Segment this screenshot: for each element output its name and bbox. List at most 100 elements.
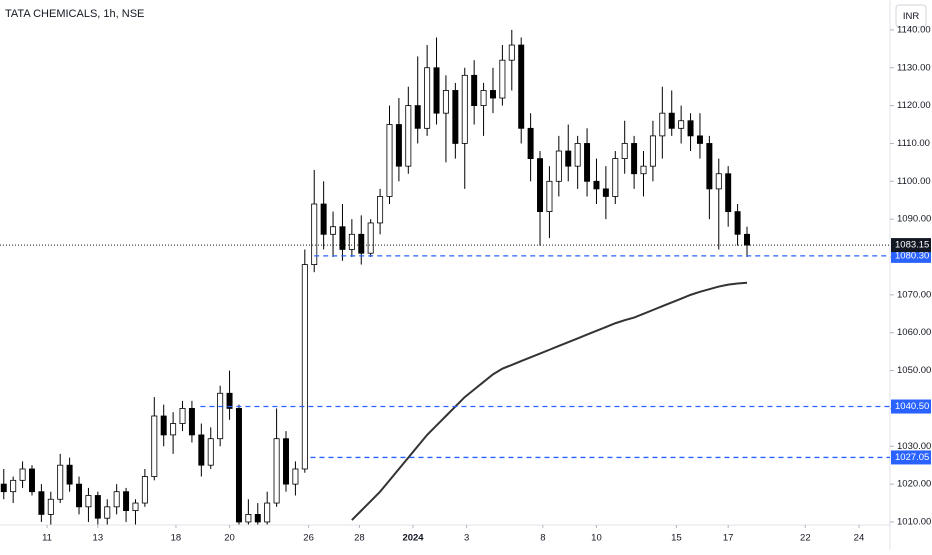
- candle-body: [301, 264, 308, 470]
- candle-body: [104, 506, 111, 519]
- y-tick-label: 1030.00: [897, 441, 931, 452]
- candle-body: [659, 112, 666, 137]
- y-tick-label: 1140.00: [897, 24, 931, 35]
- candle-body: [424, 67, 431, 129]
- candle-body: [170, 423, 177, 436]
- x-tick-label: 26: [303, 533, 314, 544]
- candle-body: [527, 127, 534, 159]
- candle-body: [19, 468, 26, 481]
- candle-body: [66, 464, 73, 485]
- candle-body: [452, 90, 459, 144]
- candle-body: [395, 124, 402, 167]
- x-tick-label: 11: [42, 533, 52, 544]
- y-tick-label: 1010.00: [897, 516, 931, 527]
- y-tick-label: 1090.00: [897, 214, 931, 225]
- price-label-bg: [891, 248, 931, 263]
- candle-body: [0, 483, 7, 493]
- candle-body: [414, 105, 421, 129]
- x-tick-label: 28: [354, 533, 365, 544]
- candle-body: [461, 74, 468, 144]
- candle-body: [85, 495, 92, 508]
- candle-body: [348, 233, 355, 250]
- candle-body: [47, 498, 54, 515]
- candle-body: [226, 392, 233, 409]
- price-label: 1027.05: [895, 452, 929, 463]
- plot-area: [0, 29, 750, 525]
- x-tick-label: 8: [540, 533, 545, 544]
- candle-body: [273, 438, 280, 504]
- candle-body: [217, 392, 224, 440]
- candle-body: [706, 143, 713, 190]
- candle-body: [734, 211, 741, 235]
- candle-body: [593, 180, 600, 190]
- candle-body: [377, 196, 384, 224]
- candle-body: [179, 408, 186, 424]
- candle-body: [10, 479, 17, 493]
- candle-body: [678, 120, 685, 129]
- candle-body: [207, 438, 214, 466]
- candle-body: [499, 59, 506, 99]
- y-tick-label: 1070.00: [897, 289, 931, 300]
- candle-body: [518, 44, 525, 129]
- candle-body: [94, 495, 101, 519]
- y-tick-label: 1110.00: [897, 138, 930, 149]
- candle-body: [621, 143, 628, 159]
- candle-body: [442, 90, 449, 114]
- candle-body: [687, 120, 694, 137]
- y-tick-label: 1130.00: [897, 62, 931, 73]
- x-tick-label: 24: [854, 533, 865, 544]
- candle-body: [433, 67, 440, 114]
- candle-body: [358, 233, 365, 254]
- candle-body: [715, 173, 722, 190]
- candle-body: [565, 150, 572, 167]
- candle-body: [283, 438, 289, 485]
- x-tick-label: 18: [171, 533, 182, 544]
- x-tick-label: 15: [671, 533, 682, 544]
- candle-body: [29, 468, 35, 493]
- last-price-label: 1083.15: [895, 240, 929, 251]
- y-tick-label: 1120.00: [897, 100, 931, 111]
- candle-body: [546, 180, 553, 212]
- candle-body: [123, 491, 130, 512]
- x-tick-label: 17: [723, 533, 734, 544]
- candle-body: [405, 105, 412, 167]
- price-label: 1080.30: [895, 250, 929, 261]
- candle-body: [38, 491, 45, 515]
- currency-button[interactable]: [895, 4, 927, 28]
- price-label-bg: [891, 399, 931, 414]
- candle-body: [612, 158, 619, 197]
- candle-body: [76, 483, 83, 508]
- candle-body: [386, 124, 393, 197]
- price-label: 1040.50: [895, 401, 929, 412]
- candle-body: [141, 476, 148, 504]
- y-tick-label: 1100.00: [897, 176, 931, 187]
- x-tick-label: 22: [800, 533, 811, 544]
- candle-body: [508, 44, 515, 61]
- currency-label[interactable]: INR: [903, 11, 920, 22]
- candle-body: [584, 143, 591, 182]
- candle-body: [649, 135, 656, 167]
- last-price-bg: [891, 238, 931, 253]
- candle-body: [339, 226, 346, 250]
- candle-body: [330, 226, 337, 235]
- candle-body: [57, 464, 64, 500]
- candle-body: [311, 203, 318, 265]
- candle-body: [198, 434, 205, 466]
- candle-body: [235, 408, 242, 523]
- candle-body: [489, 90, 496, 99]
- candle-body: [602, 188, 609, 197]
- candle-body: [367, 222, 374, 254]
- candle-body: [744, 233, 750, 246]
- moving-average: [351, 281, 748, 521]
- chart-title: TATA CHEMICALS, 1h, NSE: [5, 8, 144, 20]
- candle-body: [320, 203, 327, 235]
- candle-body: [151, 415, 158, 477]
- candle-body: [696, 135, 703, 144]
- y-tick-label: 1060.00: [897, 327, 931, 338]
- candle-body: [668, 112, 675, 129]
- candle-body: [160, 415, 167, 436]
- candle-body: [725, 173, 732, 212]
- x-tick-label: 10: [591, 533, 602, 544]
- candle-body: [264, 502, 271, 523]
